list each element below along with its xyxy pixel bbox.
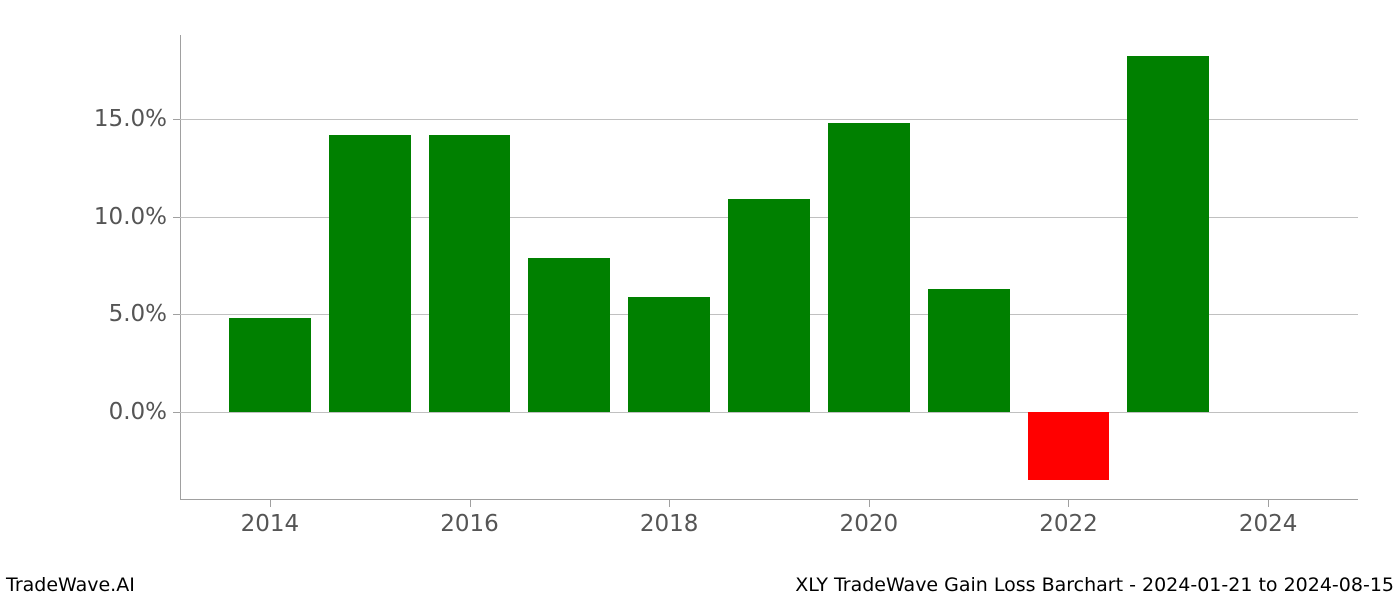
xtick-label: 2022: [1039, 511, 1098, 537]
bar-2015: [329, 135, 411, 412]
gridline: [180, 412, 1358, 413]
ytick-label: 15.0%: [94, 106, 167, 132]
bar-2020: [828, 123, 910, 412]
bar-2018: [628, 297, 710, 412]
xtick-label: 2018: [640, 511, 699, 537]
bar-2014: [229, 318, 311, 412]
xtick-label: 2014: [241, 511, 300, 537]
y-axis-spine: [180, 35, 181, 500]
xtick-mark: [1268, 500, 1269, 507]
bar-2023: [1127, 56, 1209, 412]
ytick-mark: [173, 119, 180, 120]
xtick-mark: [270, 500, 271, 507]
ytick-mark: [173, 314, 180, 315]
ytick-label: 5.0%: [109, 301, 167, 327]
ytick-mark: [173, 217, 180, 218]
xtick-label: 2020: [840, 511, 899, 537]
ytick-label: 0.0%: [109, 399, 167, 425]
bar-2021: [928, 289, 1010, 412]
xtick-mark: [1068, 500, 1069, 507]
xtick-label: 2024: [1239, 511, 1298, 537]
footer-right-text: XLY TradeWave Gain Loss Barchart - 2024-…: [795, 574, 1394, 596]
ytick-label: 10.0%: [94, 204, 167, 230]
xtick-mark: [869, 500, 870, 507]
bar-2016: [429, 135, 511, 412]
xtick-label: 2016: [440, 511, 499, 537]
bar-2017: [528, 258, 610, 412]
x-axis-spine: [180, 499, 1358, 500]
figure: 0.0% 5.0% 10.0% 15.0% 2014 2016 2018 2020 2022 20…: [0, 0, 1400, 600]
xtick-mark: [669, 500, 670, 507]
footer-left-text: TradeWave.AI: [6, 574, 135, 596]
xtick-mark: [470, 500, 471, 507]
bar-2022: [1028, 412, 1110, 480]
plot-area: 0.0%5.0%10.0%15.0%2014201620182020202220…: [180, 35, 1358, 500]
ytick-mark: [173, 412, 180, 413]
bar-2019: [728, 199, 810, 412]
